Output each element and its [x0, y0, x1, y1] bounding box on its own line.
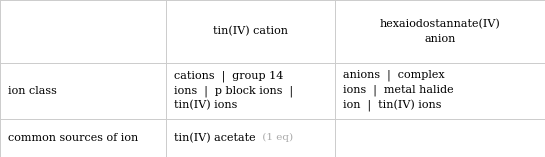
Text: cations  |  group 14
ions  |  p block ions  |
tin(IV) ions: cations | group 14 ions | p block ions |…: [174, 71, 294, 111]
Text: anions  |  complex
ions  |  metal halide
ion  |  tin(IV) ions: anions | complex ions | metal halide ion…: [343, 70, 454, 111]
Text: ion class: ion class: [8, 86, 57, 96]
Text: hexaiodostannate(IV)
anion: hexaiodostannate(IV) anion: [380, 19, 500, 43]
Text: common sources of ion: common sources of ion: [8, 133, 138, 143]
Text: tin(IV) cation: tin(IV) cation: [213, 26, 288, 37]
Text: (1 eq): (1 eq): [259, 133, 293, 142]
Text: tin(IV) acetate: tin(IV) acetate: [174, 133, 256, 143]
